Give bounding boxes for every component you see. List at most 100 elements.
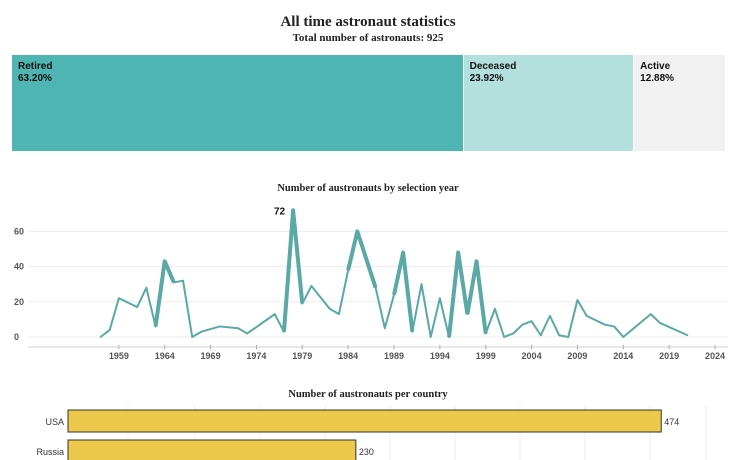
line-peak-segment: [281, 208, 305, 332]
line-point: [356, 230, 359, 233]
status-treemap: Retired 63.20% Deceased 23.92% Active 12…: [12, 55, 725, 151]
line-xtick-label: 1959: [109, 351, 129, 361]
line-peak-segment: [346, 229, 378, 289]
treemap-cell-deceased: Deceased 23.92%: [462, 55, 634, 151]
treemap-cell-active: Active 12.88%: [633, 55, 725, 151]
line-point: [530, 320, 533, 322]
line-point: [585, 315, 588, 317]
line-xtick-label: 1999: [476, 351, 496, 361]
line-point: [494, 308, 496, 310]
line-xtick-label: 2009: [567, 351, 587, 361]
line-xtick-label: 1994: [430, 351, 450, 361]
bar-category-label: Russia: [36, 447, 64, 457]
line-point: [622, 336, 625, 338]
line-point: [108, 329, 111, 331]
line-point: [448, 336, 450, 338]
treemap-value-deceased: 23.92%: [469, 73, 504, 84]
line-xtick-label: 2019: [659, 351, 679, 361]
line-xtick-label: 1974: [246, 351, 266, 361]
line-peak-segment: [392, 250, 415, 332]
line-peak-label: 72: [274, 206, 286, 217]
line-point: [512, 332, 515, 335]
bar-value-label: 474: [664, 417, 679, 427]
line-point: [393, 293, 395, 296]
treemap-label-deceased: Deceased: [469, 61, 517, 72]
line-point: [136, 306, 138, 308]
line-point: [558, 334, 560, 337]
line-ytick-label: 60: [14, 226, 24, 236]
line-point: [273, 313, 276, 315]
treemap-title: All time astronaut statistics: [280, 14, 456, 30]
line-peak-segment: [465, 259, 488, 334]
line-ytick-label: 40: [14, 262, 24, 272]
line-point: [163, 260, 166, 263]
line-point: [182, 279, 184, 282]
line-point: [237, 327, 239, 329]
line-point: [118, 297, 120, 300]
line-chart-title: Number of austronauts by selection year: [277, 183, 459, 194]
line-xtick-label: 1969: [201, 351, 221, 361]
line-point: [329, 308, 331, 310]
line-point: [292, 209, 294, 212]
line-point: [191, 336, 194, 338]
line-point: [475, 260, 478, 263]
line-point: [154, 325, 157, 328]
treemap-label-retired: Retired: [18, 61, 53, 72]
line-point: [604, 323, 606, 326]
line-xtick-label: 2004: [522, 351, 542, 361]
bar-chart: USA 474 Russia 230: [36, 406, 707, 460]
line-point: [283, 330, 285, 333]
bar-category-label: USA: [45, 417, 64, 427]
line-point: [411, 330, 414, 333]
line-point: [310, 285, 313, 287]
line-point: [567, 336, 570, 338]
line-point: [429, 336, 432, 338]
line-ytick-label: 20: [14, 297, 24, 307]
bar-value-label: 230: [359, 447, 374, 457]
line-point: [650, 313, 652, 315]
line-point: [99, 336, 102, 338]
line-xtick-label: 1984: [338, 351, 358, 361]
line-point: [218, 325, 221, 328]
line-point: [576, 299, 579, 301]
bar-usa: [67, 409, 662, 433]
line-point: [420, 283, 423, 285]
line-xtick-label: 2014: [613, 351, 633, 361]
line-xtick-label: 2024: [705, 351, 725, 361]
line-point: [301, 302, 304, 305]
bar-chart-title: Number of austronauts per country: [288, 389, 448, 400]
line-ytick-label: 0: [14, 332, 19, 342]
line-series: [99, 209, 688, 338]
line-point: [503, 336, 505, 338]
line-peak-segment: [447, 250, 470, 338]
line-xtick-label: 1989: [384, 351, 404, 361]
line-chart: 0 20 40 60 1959 1964 1969 1974 1979 1984 1989 1994 1…: [14, 206, 728, 361]
line-xtick-label: 1964: [155, 351, 175, 361]
line-point: [439, 297, 441, 300]
treemap-value-retired: 63.20%: [18, 73, 52, 84]
line-point: [145, 286, 148, 289]
line-point: [347, 269, 349, 271]
line-point: [686, 334, 689, 337]
line-point: [613, 325, 615, 328]
line-point: [402, 251, 404, 254]
line-point: [539, 334, 542, 337]
line-point: [384, 327, 386, 329]
line-point: [246, 332, 249, 335]
line-peak-segment: [153, 259, 176, 327]
treemap-value-active: 12.88%: [640, 73, 675, 84]
line-point: [338, 313, 340, 315]
line-point: [549, 315, 551, 317]
line-point: [173, 281, 175, 284]
line-point: [484, 332, 487, 335]
treemap-subtitle: Total number of astronauts: 925: [292, 32, 444, 44]
line-point: [521, 323, 524, 326]
line-point: [466, 313, 469, 315]
treemap-label-active: Active: [640, 61, 671, 72]
line-point: [457, 251, 460, 254]
line-point: [200, 330, 203, 333]
line-point: [374, 286, 377, 289]
treemap-cell-retired: Retired 63.20%: [12, 55, 463, 151]
line-point: [659, 322, 661, 324]
line-xtick-label: 1979: [292, 351, 312, 361]
